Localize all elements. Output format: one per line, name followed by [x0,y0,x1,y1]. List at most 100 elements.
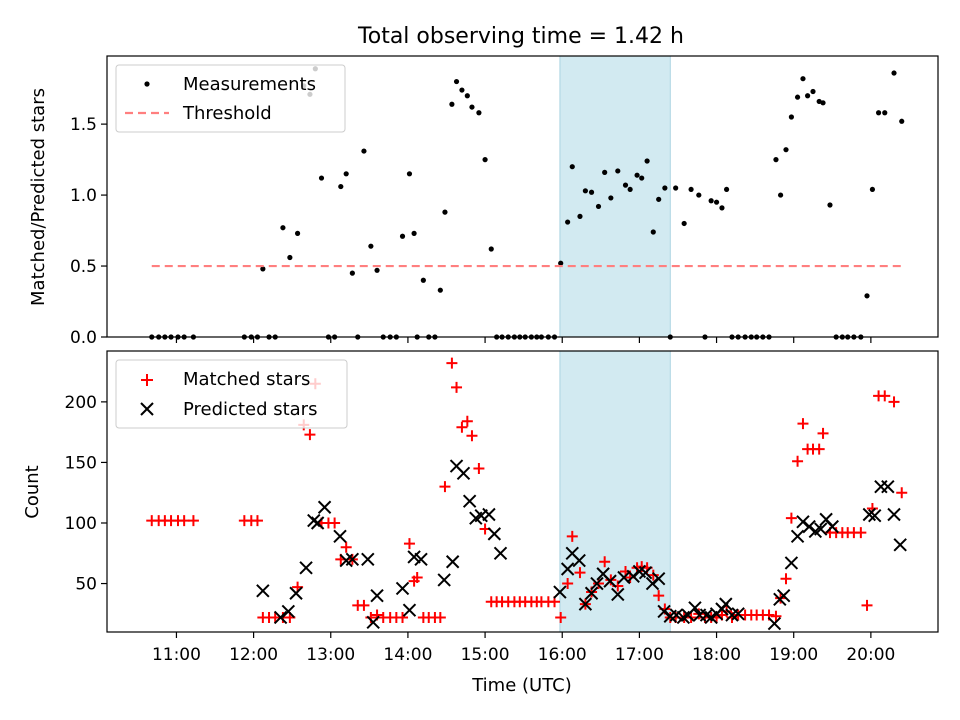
predicted-stars-point [456,466,471,481]
predicted-stars-point [345,552,360,567]
bottom-panel: 50 100 150 200 11:00 12:00 13:00 14:00 15:00 16:… [22,350,939,696]
bottom-legend: Matched stars Predicted stars [115,359,348,429]
matched-stars-point [446,357,458,369]
measurement-point [482,157,488,163]
measurement-point [827,202,833,208]
matched-stars-point [896,487,908,499]
predicted-stars-point [874,479,888,494]
predicted-stars-point [414,552,428,567]
matched-stars-point [780,573,792,585]
measurement-point [783,147,789,153]
matched-stars-point [647,569,659,581]
measurement-point [688,186,694,193]
measurement-point [338,183,344,190]
measurement-point [800,76,806,82]
measurement-point [602,169,608,175]
top-y-ticks: 0.0 0.5 1.0 1.5 [70,115,107,348]
measurement-point [634,172,640,178]
measurement-point [869,186,876,193]
measurement-point [656,196,662,202]
measurement-point [810,88,816,95]
predicted-stars-point [256,584,270,598]
measurement-point [374,267,380,273]
predicted-stars-point [487,527,502,541]
legend-threshold-label: Threshold [182,103,272,124]
y-tick-label: 0.0 [70,328,97,348]
matched-stars-point [304,429,316,441]
y-tick-label: 0.5 [70,257,97,277]
measurement-point [565,219,571,225]
x-tick-label: 14:00 [383,645,432,665]
predicted-stars-point [553,585,567,599]
measurement-point [627,186,633,193]
predicted-stars-point [370,588,384,603]
predicted-stars-point [776,588,791,603]
measurement-point [449,101,455,107]
matched-stars-point [574,567,586,579]
y-tick-label: 1.0 [70,186,97,206]
legend-predicted-label: Predicted stars [183,399,317,420]
x-tick-label: 11:00 [152,645,201,665]
predicted-stars-point [395,581,410,596]
measurement-point [577,213,583,219]
predicted-stars-point [310,516,325,530]
predicted-stars-point [790,529,805,544]
measurement-point [723,186,730,193]
top-legend-box [115,64,346,133]
predicted-stars-point [638,565,653,580]
measurement-point [469,104,475,110]
predicted-stars-point [719,597,733,611]
matched-stars-point [566,530,578,542]
measurement-point [406,171,413,177]
predicted-stars-point [814,522,828,536]
measurement-point [318,175,325,181]
x-tick-label: 13:00 [306,645,355,665]
measurement-point [361,148,367,154]
measurement-point [260,266,266,272]
legend-matched-label: Matched stars [183,369,310,390]
measurement-point [280,225,286,231]
legend-measurements-label: Measurements [183,74,316,95]
predicted-stars-point [688,601,702,615]
legend-predicted-marker [140,402,154,416]
matched-stars-point [461,415,473,427]
matched-stars-point [555,611,567,623]
chart-title: Total observing time = 1.42 h [357,24,684,49]
predicted-stars-point [881,479,895,494]
measurement-point [294,230,301,236]
predicted-stars-point [493,546,508,560]
x-tick-label: 20:00 [846,645,895,665]
matched-stars-point [340,541,352,553]
x-tick-label: 18:00 [692,645,741,665]
measurement-point [864,293,870,299]
measurement-point [673,185,679,191]
measurement-point [399,233,406,239]
bottom-plot-marks [146,357,908,631]
bottom-y-axis-label: Count [22,465,43,518]
measurement-point [891,70,897,76]
measurement-point [708,198,714,204]
y-tick-label: 100 [65,514,97,534]
measurement-point [464,93,470,99]
measurement-point [582,188,588,194]
bottom-highlight-span [559,350,671,633]
measurement-point [608,195,614,201]
y-tick-label: 50 [75,575,97,595]
predicted-stars-point [578,597,593,611]
top-axes-frame [106,55,939,338]
predicted-stars-point [445,555,460,569]
predicted-stars-point [560,562,575,576]
measurement-point [773,157,779,163]
measurement-point [437,287,443,293]
predicted-stars-point [273,610,288,625]
matched-stars-point [770,610,782,622]
predicted-stars-point [584,586,599,600]
measurement-point [644,158,650,164]
measurement-point [662,185,668,191]
matched-stars-point [178,515,190,527]
matched-stars-point [653,590,665,602]
matched-stars-point [785,512,797,524]
predicted-stars-point [299,561,313,575]
predicted-stars-point [437,573,451,587]
predicted-stars-point [462,494,477,508]
